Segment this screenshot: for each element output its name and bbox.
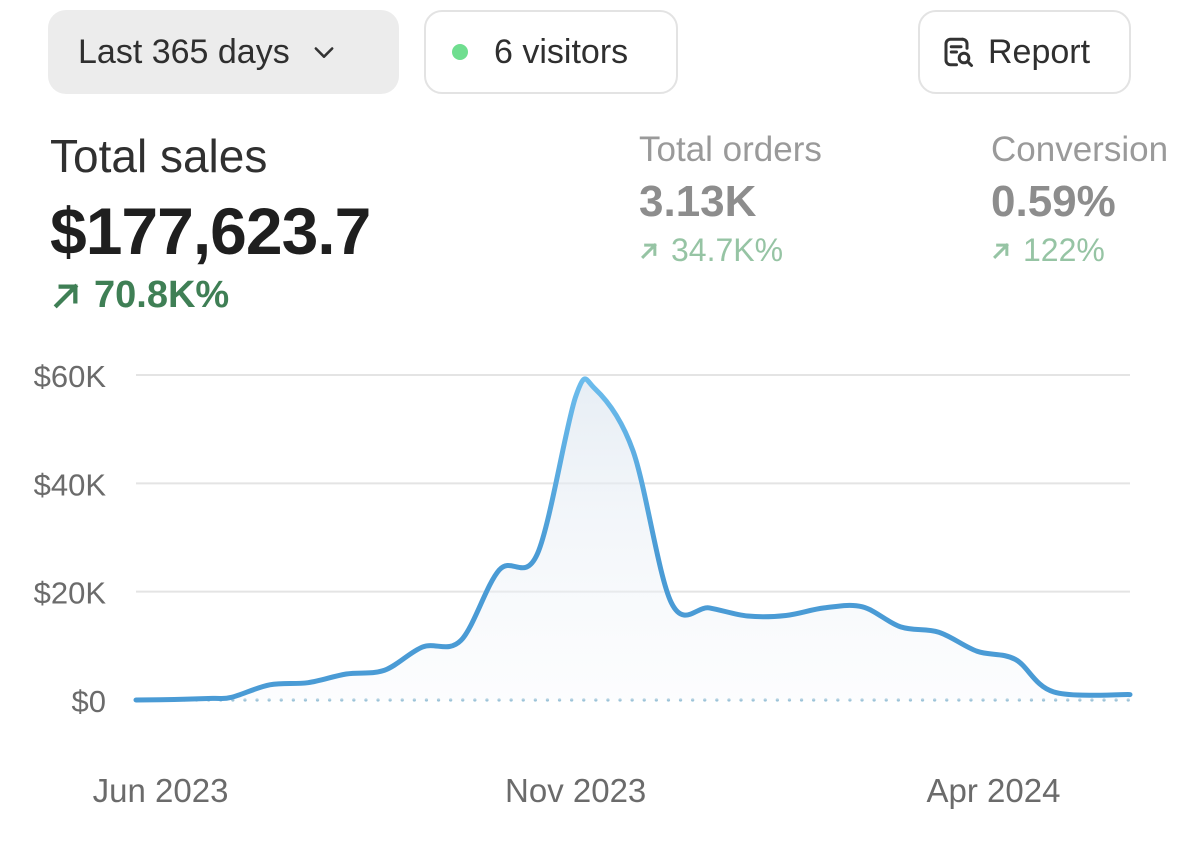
total-orders-delta-value: 34.7K%	[671, 232, 784, 268]
report-button[interactable]: Report	[918, 10, 1131, 94]
report-label: Report	[988, 32, 1091, 71]
arrow-up-right-icon	[641, 242, 657, 259]
x-tick-label: Jun 2023	[93, 772, 229, 809]
total-orders-delta: 34.7K%	[639, 232, 822, 269]
x-tick-label: Nov 2023	[505, 772, 646, 809]
total-sales-label: Total sales	[50, 130, 268, 182]
total-sales-value: $177,623.7	[50, 194, 371, 268]
conversion-delta: 122%	[991, 232, 1168, 269]
total-sales-delta-value: 70.8K%	[94, 274, 230, 316]
toolbar: Last 365 days 6 visitors Report	[0, 10, 1179, 94]
conversion-metric[interactable]: Conversion 0.59% 122%	[991, 130, 1168, 269]
date-range-label: Last 365 days	[78, 32, 290, 71]
sales-chart[interactable]: $0 $20K $40K $60K Jun 2023 Nov 2023 Apr 2024	[0, 340, 1179, 841]
conversion-label: Conversion	[991, 130, 1169, 169]
y-tick-label: $0	[72, 684, 106, 719]
sales-area-fill	[136, 378, 1130, 700]
y-tick-label: $40K	[34, 467, 107, 502]
live-visitors-button[interactable]: 6 visitors	[424, 10, 678, 94]
total-orders-value: 3.13K	[639, 177, 757, 226]
y-tick-label: $60K	[34, 359, 107, 394]
status-dot-icon	[452, 44, 468, 60]
total-orders-label: Total orders	[639, 130, 822, 169]
y-tick-label: $20K	[34, 576, 107, 611]
date-range-dropdown[interactable]: Last 365 days	[48, 10, 399, 94]
total-sales-delta: 70.8K%	[50, 274, 370, 317]
report-search-icon	[944, 37, 973, 67]
sales-series-line	[133, 376, 1133, 703]
total-sales-metric[interactable]: Total sales $177,623.7 70.8K%	[50, 130, 371, 317]
visitors-label: 6 visitors	[494, 32, 629, 71]
conversion-delta-value: 122%	[1023, 232, 1105, 268]
arrow-up-right-icon	[993, 242, 1009, 259]
chevron-down-icon	[314, 47, 334, 58]
arrow-up-right-icon	[53, 283, 79, 308]
total-orders-metric[interactable]: Total orders 3.13K 34.7K%	[639, 130, 822, 269]
x-tick-label: Apr 2024	[926, 772, 1060, 809]
conversion-value: 0.59%	[991, 177, 1116, 226]
